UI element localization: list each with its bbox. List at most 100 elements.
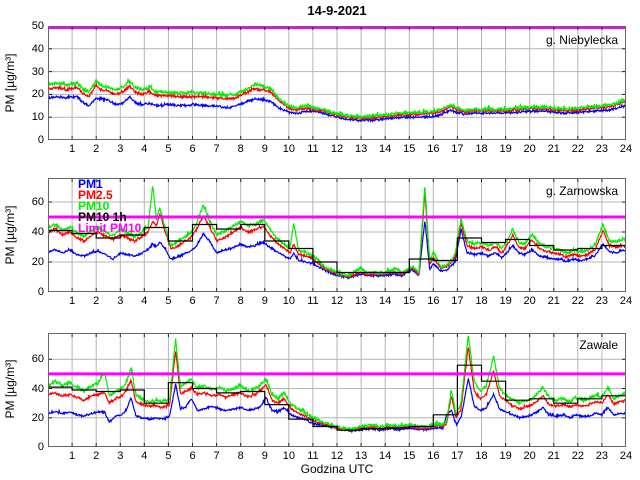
x-tick-label: 6 (189, 143, 196, 155)
x-tick-label: 5 (165, 143, 172, 155)
x-tick-label: 12 (330, 450, 344, 462)
x-tick-label: 13 (354, 143, 368, 155)
x-tick-label: 3 (117, 143, 124, 155)
x-tick-label: 9 (261, 143, 268, 155)
x-tick-label: 14 (379, 143, 392, 155)
y-axis-label-2: PM [µg/m³] (3, 205, 17, 265)
x-tick-label: 19 (499, 450, 512, 462)
x-tick-label: 2 (93, 143, 100, 155)
x-tick-label: 3 (117, 295, 124, 307)
x-tick-label: 15 (403, 450, 416, 462)
y-tick-label: 20 (31, 256, 44, 268)
x-tick-label: 10 (282, 295, 295, 307)
x-tick-label: 5 (165, 295, 172, 307)
x-tick-label: 19 (499, 295, 512, 307)
chart-title: 14-9-2021 (307, 3, 367, 18)
x-tick-label: 1 (69, 295, 76, 307)
x-tick-label: 22 (571, 295, 584, 307)
y-tick-label: 30 (31, 65, 44, 78)
panel-zarnowska-plot (47, 178, 627, 293)
x-tick-label: 13 (354, 450, 368, 462)
x-tick-label: 18 (475, 295, 488, 307)
x-tick-label: 2 (93, 450, 100, 462)
x-tick-label: 21 (547, 143, 560, 155)
x-tick-label: 9 (261, 295, 268, 307)
x-tick-label: 3 (117, 450, 124, 462)
x-tick-label: 20 (523, 295, 536, 307)
x-tick-label: 11 (307, 450, 319, 462)
x-tick-label: 21 (547, 295, 560, 307)
x-tick-label: 12 (330, 295, 344, 307)
legend-pm10-1h: PM10 1h (78, 210, 127, 224)
legend-limit-pm10: Limit PM10 (78, 221, 142, 235)
x-tick-label: 17 (451, 295, 464, 307)
x-tick-label: 15 (403, 143, 416, 155)
x-tick-label: 2 (93, 295, 100, 307)
x-tick-label: 24 (619, 295, 633, 307)
y-tick-label: 20 (31, 411, 44, 424)
y-tick-label: 60 (31, 196, 44, 208)
x-tick-label: 9 (261, 450, 268, 462)
x-tick-label: 8 (237, 143, 244, 155)
x-tick-label: 23 (595, 450, 609, 462)
x-tick-label: 24 (619, 450, 633, 462)
x-tick-label: 8 (237, 295, 244, 307)
x-tick-label: 17 (451, 450, 464, 462)
x-tick-label: 10 (282, 143, 295, 155)
y-tick-label: 60 (31, 353, 44, 366)
x-tick-label: 11 (307, 295, 319, 307)
x-tick-label: 22 (571, 143, 584, 155)
x-tick-label: 4 (141, 450, 148, 462)
x-tick-label: 1 (69, 143, 76, 155)
x-tick-label: 20 (523, 143, 536, 155)
x-tick-label: 13 (354, 295, 368, 307)
station-label-zarnowska: g. Zarnowska (545, 184, 618, 198)
x-tick-label: 7 (213, 450, 220, 462)
x-tick-label: 22 (571, 450, 584, 462)
y-tick-label: 10 (31, 111, 44, 124)
x-tick-label: 18 (475, 143, 488, 155)
x-tick-label: 10 (282, 450, 295, 462)
x-tick-label: 14 (379, 450, 392, 462)
x-tick-label: 18 (475, 450, 488, 462)
y-tick-label: 40 (31, 226, 44, 238)
y-tick-label: 40 (31, 42, 44, 55)
x-tick-label: 24 (619, 143, 633, 155)
y-axis-label-1: PM [µg/m³] (3, 53, 17, 113)
x-tick-label: 19 (499, 143, 512, 155)
y-tick-label: 50 (31, 20, 44, 32)
x-tick-label: 17 (451, 143, 464, 155)
legend: PM1 PM2.5 PM10 PM10 1h Limit PM10 (78, 177, 142, 235)
x-tick-label: 7 (213, 295, 220, 307)
x-tick-label: 7 (213, 143, 220, 155)
y-tick-label: 0 (37, 286, 44, 298)
y-tick-label: 20 (31, 88, 44, 101)
x-tick-label: 4 (141, 295, 148, 307)
y-tick-label: 40 (31, 382, 44, 395)
x-tick-label: 4 (141, 143, 148, 155)
x-tick-label: 16 (427, 143, 440, 155)
x-tick-label: 5 (165, 450, 172, 462)
x-tick-label: 12 (330, 143, 344, 155)
x-tick-label: 20 (523, 450, 536, 462)
x-tick-label: 15 (403, 295, 416, 307)
x-tick-label: 16 (427, 295, 440, 307)
legend-pm10: PM10 (78, 199, 110, 213)
x-tick-label: 14 (379, 295, 392, 307)
x-tick-label: 8 (237, 450, 244, 462)
station-label-niebylecka: g. Niebylecka (545, 33, 618, 47)
panel-niebylecka-plot (47, 25, 627, 141)
x-tick-label: 6 (189, 295, 196, 307)
panel-zawale-plot (47, 333, 627, 448)
y-axis-label-3: PM [µg/m³] (3, 359, 17, 419)
x-tick-label: 16 (427, 450, 440, 462)
x-tick-label: 1 (69, 450, 76, 462)
x-tick-label: 21 (547, 450, 560, 462)
y-tick-label: 0 (37, 134, 44, 146)
legend-pm1: PM1 (78, 177, 103, 191)
x-tick-label: 6 (189, 450, 196, 462)
x-tick-label: 23 (595, 143, 609, 155)
x-tick-label: 11 (307, 143, 319, 155)
station-label-zawale: Zawale (579, 338, 618, 352)
